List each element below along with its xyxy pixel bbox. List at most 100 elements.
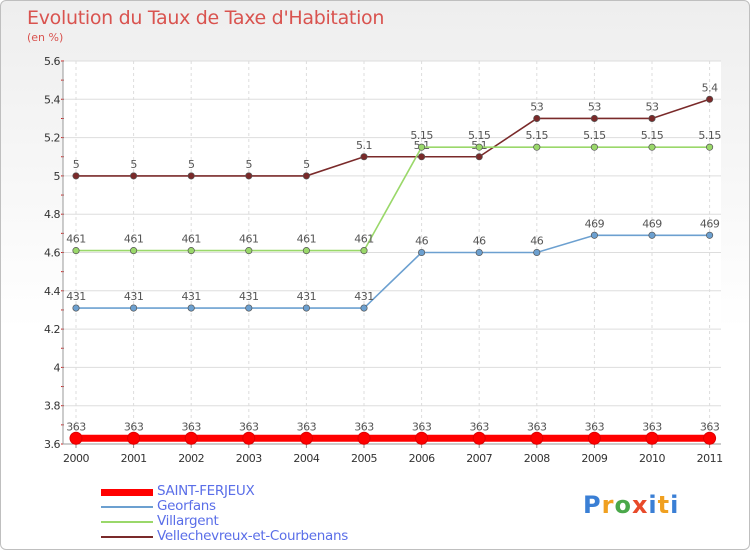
x-tick-label: 2008: [524, 452, 550, 465]
data-point: [245, 172, 253, 180]
y-tick-label: 4.4: [44, 285, 60, 298]
y-tick-label: 5.2: [44, 132, 60, 145]
data-label: 431: [181, 290, 201, 303]
data-point: [72, 172, 80, 180]
data-point: [302, 304, 310, 312]
data-label: 363: [585, 420, 605, 433]
data-point: [360, 153, 368, 161]
data-point: [706, 231, 714, 239]
data-point: [418, 143, 426, 151]
data-label: 5.4: [702, 81, 718, 94]
data-point: [590, 143, 598, 151]
proxiti-logo: Proxiti: [583, 491, 679, 519]
legend-swatch: [101, 536, 153, 538]
data-point: [475, 248, 483, 257]
data-label: 363: [469, 420, 489, 433]
data-point: [590, 231, 598, 239]
data-point: [72, 247, 80, 255]
data-label: 363: [66, 420, 86, 433]
logo-letter: x: [631, 491, 649, 519]
chart-title: Evolution du Taux de Taxe d'Habitation: [27, 7, 385, 29]
data-label: 461: [124, 233, 144, 246]
data-point: [130, 247, 138, 255]
legend-label: SAINT-FERJEUX: [157, 483, 255, 499]
logo-letter: i: [648, 491, 658, 519]
data-label: 363: [354, 420, 374, 433]
data-point: [187, 304, 195, 312]
data-label: 363: [124, 420, 144, 433]
data-label: 5: [188, 158, 195, 171]
data-label: 431: [66, 290, 86, 303]
x-tick-label: 2011: [697, 452, 723, 465]
data-label: 53: [530, 100, 543, 113]
data-label: 431: [239, 290, 259, 303]
x-tick-label: 2005: [351, 452, 377, 465]
data-label: 5.15: [583, 129, 606, 142]
data-label: 461: [66, 233, 86, 246]
data-label: 363: [239, 420, 259, 433]
data-label: 5.1: [356, 139, 372, 152]
series-line: [76, 234, 710, 309]
data-label: 363: [297, 420, 317, 433]
data-point: [299, 431, 313, 445]
x-tick-label: 2001: [121, 452, 147, 465]
x-tick-label: 2009: [581, 452, 607, 465]
legend-swatch: [101, 506, 153, 508]
x-tick-label: 2003: [236, 452, 262, 465]
data-point: [302, 172, 310, 180]
data-point: [69, 431, 83, 445]
legend-label: Villargent: [157, 513, 219, 529]
data-point: [242, 431, 256, 445]
y-tick-label: 4.8: [44, 208, 60, 221]
data-point: [648, 231, 656, 239]
data-label: 431: [124, 290, 144, 303]
data-label: 5.15: [641, 129, 664, 142]
data-label: 363: [527, 420, 547, 433]
legend-swatch: [101, 521, 153, 523]
data-point: [533, 114, 541, 123]
data-point: [130, 172, 138, 180]
logo-letter: P: [583, 491, 602, 519]
data-point: [645, 431, 659, 445]
y-tick-label: 5.6: [44, 55, 60, 68]
data-point: [472, 431, 486, 445]
data-label: 461: [354, 233, 374, 246]
data-point: [302, 247, 310, 255]
data-point: [360, 304, 368, 312]
series-line: [76, 98, 710, 177]
y-tick-label: 4: [54, 361, 61, 374]
logo-letter: t: [657, 491, 671, 519]
data-label: 431: [297, 290, 317, 303]
data-point: [648, 143, 656, 151]
x-tick-label: 2000: [63, 452, 89, 465]
y-tick-label: 3.8: [44, 400, 60, 413]
data-label: 5: [73, 158, 80, 171]
data-label: 5: [246, 158, 253, 171]
data-point: [533, 248, 541, 257]
y-tick-label: 5.4: [44, 93, 60, 106]
y-tick-label: 4.2: [44, 323, 60, 336]
x-tick-label: 2004: [293, 452, 319, 465]
x-tick-label: 2007: [466, 452, 492, 465]
data-point: [245, 247, 253, 255]
data-label: 363: [412, 420, 432, 433]
y-tick-label: 3.6: [44, 438, 60, 451]
data-point: [418, 153, 426, 161]
data-label: 46: [473, 235, 486, 248]
data-point: [706, 95, 714, 103]
data-point: [357, 431, 371, 445]
y-tick-label: 4.6: [44, 247, 60, 260]
data-point: [418, 248, 426, 257]
data-point: [530, 431, 544, 445]
data-label: 53: [646, 100, 659, 113]
data-label: 5: [303, 158, 310, 171]
data-point: [648, 114, 656, 123]
data-label: 469: [642, 217, 662, 230]
data-point: [415, 431, 429, 445]
data-point: [184, 431, 198, 445]
data-point: [703, 431, 717, 445]
data-point: [533, 143, 541, 151]
y-tick-label: 5: [54, 170, 61, 183]
data-point: [475, 143, 483, 151]
